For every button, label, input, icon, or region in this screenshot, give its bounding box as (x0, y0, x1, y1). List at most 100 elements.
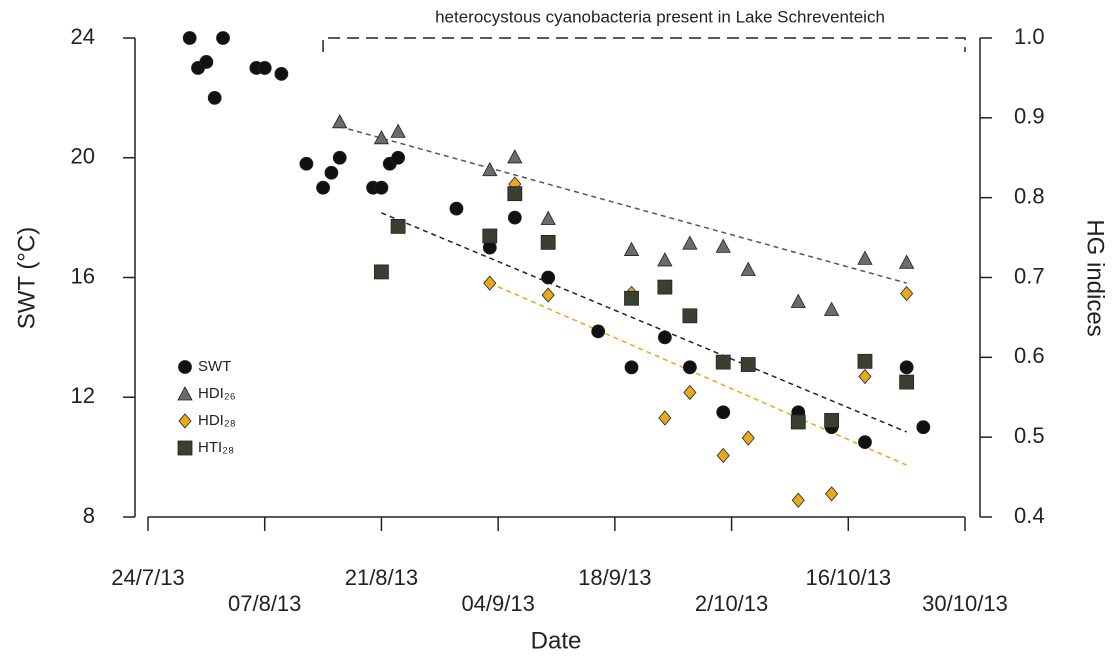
y2-tick-label: 0.5 (1014, 423, 1045, 448)
point (623, 241, 640, 256)
point (373, 129, 390, 145)
point (683, 384, 697, 401)
y2-tick-label: 0.4 (1014, 503, 1045, 528)
point (682, 360, 697, 375)
x-tick-label: 2/10/13 (695, 591, 768, 616)
point (374, 264, 389, 280)
x-tick-label: 04/9/13 (461, 591, 534, 616)
point (716, 405, 731, 420)
point (482, 161, 498, 177)
point (624, 290, 639, 306)
y2-tick-label: 0.6 (1014, 343, 1045, 368)
point (899, 374, 915, 390)
x-tick-label: 07/8/13 (228, 591, 301, 616)
annotation: heterocystous cyanobacteria present in L… (435, 7, 885, 26)
annotation-bracket (322, 37, 966, 52)
point (740, 261, 756, 276)
y-tick-label: 12 (71, 383, 95, 408)
point (715, 354, 731, 370)
point (916, 420, 931, 435)
y2-tick-label: 0.7 (1014, 263, 1045, 288)
point (858, 368, 872, 385)
point (216, 31, 230, 45)
point (482, 228, 498, 244)
point (507, 186, 523, 202)
point (391, 150, 406, 165)
point (390, 123, 406, 138)
trend-line (339, 125, 907, 284)
point (207, 90, 222, 105)
point (390, 219, 406, 234)
x-tick-label: 21/8/13 (345, 565, 418, 590)
point (715, 238, 731, 253)
point (716, 447, 730, 464)
legend-label: SWT (198, 358, 231, 375)
y2-tick-label: 1.0 (1014, 24, 1045, 49)
point (857, 250, 873, 265)
y2-tick-label: 0.9 (1014, 104, 1045, 129)
y-axis-label: SWT (°C) (13, 227, 40, 329)
legend-marker (178, 360, 192, 374)
point (825, 486, 839, 502)
point (449, 201, 464, 216)
x-axis-label: Date (531, 627, 582, 654)
point (274, 67, 289, 81)
point (591, 324, 606, 339)
point (898, 254, 915, 269)
point (257, 61, 272, 75)
point (507, 210, 522, 225)
point (657, 252, 673, 267)
point (682, 235, 698, 250)
point (823, 301, 840, 316)
legend-marker (178, 413, 192, 429)
point (658, 410, 672, 426)
x-tick-label: 18/9/13 (578, 565, 651, 590)
trend-line (381, 212, 907, 433)
point (374, 180, 389, 195)
x-tick-label: 24/7/13 (111, 565, 184, 590)
point (740, 357, 756, 372)
legend-label: HDI₂₈ (198, 412, 236, 429)
legend-label: HDI₂₆ (198, 385, 236, 402)
point (824, 413, 840, 428)
y2-axis-label: HG indices (1082, 219, 1109, 336)
point (316, 180, 330, 195)
point (858, 435, 872, 450)
point (790, 293, 806, 308)
legend-label: HTI₂₈ (198, 439, 234, 456)
x-tick-label: 16/10/13 (805, 565, 891, 590)
point (541, 287, 555, 303)
point (682, 308, 698, 324)
point (324, 165, 339, 180)
point (199, 55, 214, 69)
point (741, 430, 755, 446)
point (657, 330, 672, 345)
point (657, 279, 673, 295)
y-tick-label: 16 (71, 263, 95, 288)
point (182, 31, 197, 45)
point (299, 156, 314, 171)
y2-tick-label: 0.8 (1014, 183, 1045, 208)
point (791, 492, 805, 508)
y-tick-label: 20 (71, 144, 95, 169)
y-tick-label: 24 (71, 24, 95, 49)
point (507, 149, 523, 164)
y-tick-label: 8 (83, 503, 95, 528)
point (857, 353, 873, 369)
point (790, 414, 806, 430)
point (624, 360, 639, 375)
point (332, 113, 348, 129)
point (900, 285, 914, 302)
legend-marker (177, 440, 193, 456)
x-tick-label: 30/10/13 (922, 591, 1008, 616)
trend-line (489, 282, 907, 466)
point (540, 210, 556, 225)
point (541, 270, 556, 285)
legend-marker (177, 386, 193, 401)
point (483, 275, 497, 291)
point (540, 234, 556, 250)
point (899, 360, 914, 375)
point (332, 150, 347, 165)
